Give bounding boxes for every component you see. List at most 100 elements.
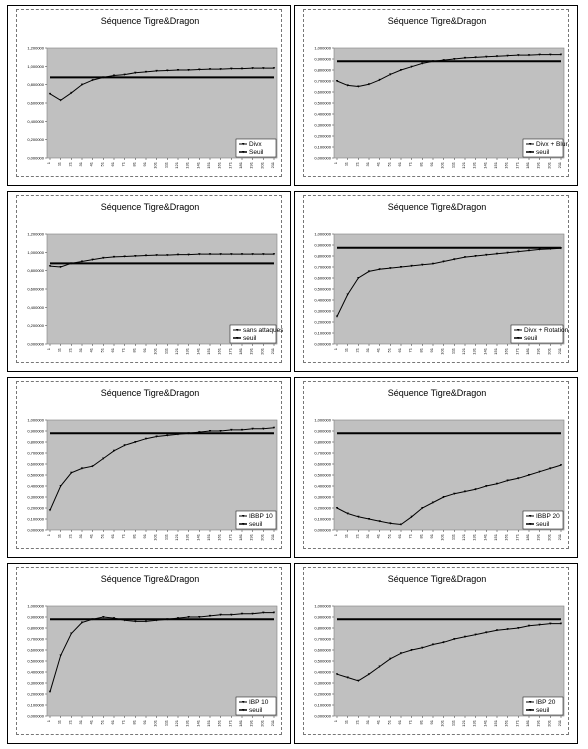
data-point: [346, 84, 349, 87]
data-point: [208, 614, 212, 618]
data-point: [378, 520, 381, 523]
x-tick-label: 141: [482, 533, 487, 540]
data-point: [399, 69, 403, 72]
data-point: [155, 435, 158, 438]
x-tick-label: 151: [493, 719, 498, 726]
legend-box: [510, 324, 564, 344]
x-tick-label: 171: [227, 719, 232, 726]
y-tick-label: 0,100000: [314, 517, 331, 522]
data-point: [48, 509, 52, 512]
line-chart: Séquence Tigre&Dragon 0,000000 0,100000 0,2…: [27, 388, 278, 541]
x-tick-label: 41: [376, 533, 381, 538]
legend-marker: [529, 515, 532, 518]
data-point: [431, 501, 435, 504]
x-tick-label: 161: [217, 161, 222, 168]
x-tick-label: 91: [429, 347, 434, 352]
data-point: [123, 444, 126, 447]
x-tick-label: 61: [110, 533, 115, 538]
data-point: [102, 457, 105, 460]
x-tick-label: 111: [163, 533, 168, 540]
x-tick-label: 51: [99, 719, 104, 724]
data-point: [357, 679, 360, 682]
legend-marker: [242, 143, 245, 146]
data-point: [399, 266, 403, 269]
x-tick-label: 71: [408, 533, 413, 538]
x-tick-label: 191: [249, 719, 254, 726]
data-point: [335, 80, 339, 83]
data-point: [123, 255, 126, 258]
x-tick-label: 111: [450, 719, 455, 726]
x-tick-label: 161: [217, 347, 222, 354]
data-point: [378, 78, 381, 82]
chart-panel-5: Séquence Tigre&Dragon 0,000000 0,100000 0,2…: [7, 377, 291, 558]
line-chart: Séquence Tigre&Dragon 0,000000 0,100000 0,2…: [314, 574, 565, 727]
y-tick-label: 1,000000: [27, 64, 44, 69]
data-point: [240, 428, 244, 432]
x-tick-label: 181: [238, 161, 243, 168]
data-point: [91, 258, 94, 261]
data-point: [357, 85, 360, 88]
data-point: [187, 253, 190, 256]
x-tick-label: 21: [354, 719, 359, 724]
data-point: [378, 268, 381, 271]
x-tick-label: 31: [365, 347, 370, 352]
y-tick-label: 0,200000: [314, 692, 331, 697]
data-point: [538, 53, 541, 56]
x-tick-label: 131: [185, 161, 190, 168]
data-point: [176, 69, 180, 72]
y-tick-label: 0,500000: [314, 659, 331, 664]
data-point: [463, 56, 467, 60]
x-tick-label: 111: [163, 719, 168, 726]
chart-title: Séquence Tigre&Dragon: [101, 16, 200, 26]
data-point: [517, 477, 520, 480]
x-tick-label: 31: [78, 719, 83, 724]
x-tick-label: 41: [376, 161, 381, 166]
data-point: [410, 649, 413, 652]
legend-marker: [529, 523, 532, 526]
x-tick-label: 1: [333, 719, 338, 722]
x-tick-label: 131: [472, 347, 477, 354]
data-point: [410, 65, 413, 68]
data-point: [389, 73, 392, 76]
y-tick-label: 0,800000: [27, 268, 44, 273]
x-tick-label: 151: [493, 161, 498, 168]
x-tick-label: 191: [536, 347, 541, 354]
data-point: [453, 638, 456, 641]
data-point: [251, 427, 254, 430]
x-tick-label: 21: [354, 161, 359, 166]
x-tick-label: 131: [472, 533, 477, 540]
legend-label: seuil: [249, 521, 263, 528]
chart-area-frame: Séquence Tigre&Dragon 0,000000 0,100000 0,2…: [303, 567, 569, 735]
data-point: [474, 633, 477, 636]
x-tick-label: 211: [270, 161, 275, 168]
data-point: [134, 620, 137, 623]
y-tick-label: 0,400000: [314, 670, 331, 675]
y-tick-label: 0,600000: [314, 648, 331, 653]
data-point: [538, 623, 541, 626]
y-tick-label: 0,800000: [27, 440, 44, 445]
x-tick-label: 71: [121, 533, 126, 538]
y-tick-label: 0,600000: [314, 90, 331, 95]
x-tick-label: 61: [397, 161, 402, 166]
data-point: [442, 496, 445, 499]
data-point: [240, 612, 244, 615]
data-point: [474, 488, 477, 491]
data-point: [208, 253, 212, 256]
y-tick-label: 0,800000: [314, 254, 331, 259]
x-tick-label: 21: [67, 533, 72, 538]
data-point: [155, 254, 158, 257]
data-point: [431, 262, 435, 265]
x-tick-label: 91: [142, 161, 147, 166]
x-tick-label: 31: [365, 161, 370, 166]
x-tick-label: 71: [408, 161, 413, 166]
x-tick-label: 201: [259, 347, 264, 354]
x-tick-label: 191: [249, 161, 254, 168]
x-tick-label: 31: [78, 533, 83, 538]
series-line-main: [336, 464, 562, 526]
data-point: [357, 277, 360, 280]
data-point: [506, 251, 509, 254]
data-point: [80, 260, 84, 263]
data-point: [506, 479, 509, 482]
x-tick-label: 211: [270, 533, 275, 540]
y-tick-label: 0,000000: [314, 156, 331, 161]
